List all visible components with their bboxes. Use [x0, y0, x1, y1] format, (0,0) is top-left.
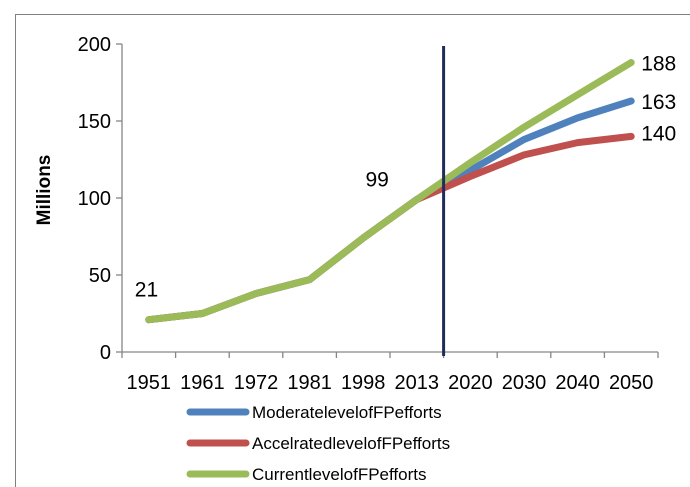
series-line-2 [149, 136, 631, 319]
y-tick-label: 0 [100, 342, 111, 364]
y-axis-title: Millions [34, 155, 55, 226]
x-tick-label: 2013 [395, 372, 440, 394]
x-tick-label: 2020 [448, 372, 493, 394]
data-label: 99 [365, 169, 388, 192]
x-tick-label: 2050 [609, 372, 654, 394]
y-tick-label: 100 [78, 188, 111, 210]
x-tick-label: 1981 [287, 372, 332, 394]
series-line-1 [149, 101, 631, 320]
y-tick-label: 150 [78, 111, 111, 133]
y-tick-label: 50 [89, 265, 111, 287]
data-label: 163 [641, 91, 676, 114]
legend: ModeratelevelofFPefforts Accelratedlevelo… [190, 403, 450, 484]
y-tick-label: 200 [78, 34, 111, 56]
x-tick-label: 1972 [234, 372, 279, 394]
legend-entry-3: CurrentlevelofFPefforts [252, 465, 426, 484]
legend-entry-2: AccelratedlevelofFPefforts [252, 434, 450, 453]
data-label: 21 [135, 279, 158, 302]
x-tick-label: 2040 [555, 372, 600, 394]
x-tick-label: 1961 [180, 372, 225, 394]
data-label: 140 [641, 122, 676, 145]
x-tick-label: 1951 [127, 372, 172, 394]
plot-area: 0 50 100 150 200 1951 1961 1972 1981 1998 2013 2020… [78, 34, 677, 394]
x-tick-label: 2030 [502, 372, 547, 394]
x-tick-label: 1998 [341, 372, 386, 394]
data-label: 188 [641, 52, 676, 75]
series-line-3 [149, 63, 631, 320]
legend-entry-1: ModeratelevelofFPefforts [252, 403, 442, 422]
